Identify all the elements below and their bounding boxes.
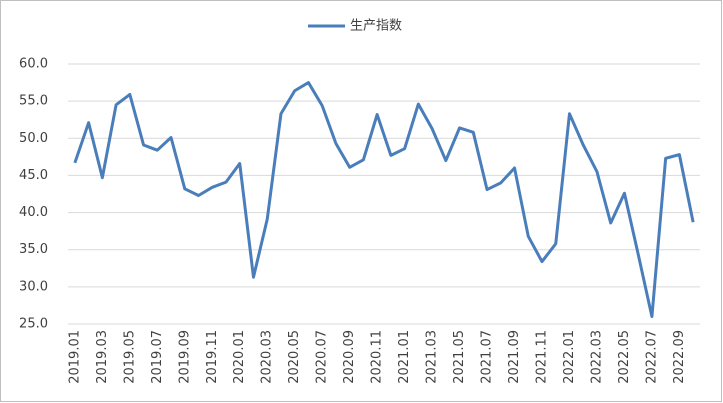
x-tick-label: 2020.09 bbox=[342, 330, 357, 384]
x-tick-label: 2019.11 bbox=[205, 330, 220, 384]
y-tick-label: 35.0 bbox=[19, 242, 48, 257]
x-tick-label: 2022.01 bbox=[562, 330, 577, 384]
x-tick-label: 2020.01 bbox=[232, 330, 247, 384]
x-tick-label: 2019.05 bbox=[122, 330, 137, 384]
x-tick-label: 2019.07 bbox=[150, 330, 165, 384]
x-tick-label: 2021.09 bbox=[507, 330, 522, 384]
legend-label: 生产指数 bbox=[350, 19, 402, 34]
y-tick-label: 50.0 bbox=[19, 131, 48, 146]
x-tick-label: 2022.09 bbox=[672, 330, 687, 384]
x-tick-label: 2020.11 bbox=[370, 330, 385, 384]
y-tick-label: 60.0 bbox=[19, 57, 48, 72]
x-tick-label: 2021.07 bbox=[480, 330, 495, 384]
x-tick-label: 2022.07 bbox=[644, 330, 659, 384]
x-tick-label: 2022.05 bbox=[617, 330, 632, 384]
x-tick-label: 2019.09 bbox=[177, 330, 192, 384]
y-tick-label: 30.0 bbox=[19, 279, 48, 294]
y-tick-label: 25.0 bbox=[19, 317, 48, 332]
x-tick-label: 2019.01 bbox=[67, 330, 82, 384]
x-tick-label: 2020.03 bbox=[260, 330, 275, 384]
x-tick-label: 2022.03 bbox=[589, 330, 604, 384]
y-tick-label: 45.0 bbox=[19, 168, 48, 183]
y-tick-label: 40.0 bbox=[19, 205, 48, 220]
x-tick-label: 2021.01 bbox=[397, 330, 412, 384]
x-tick-label: 2020.05 bbox=[287, 330, 302, 384]
data-line bbox=[73, 81, 695, 319]
x-tick-label: 2021.03 bbox=[425, 330, 440, 384]
x-tick-label: 2019.03 bbox=[95, 330, 110, 384]
x-tick-label: 2021.05 bbox=[452, 330, 467, 384]
x-tick-label: 2020.07 bbox=[315, 330, 330, 384]
x-tick-label: 2021.11 bbox=[535, 330, 550, 384]
y-tick-label: 55.0 bbox=[19, 94, 48, 109]
